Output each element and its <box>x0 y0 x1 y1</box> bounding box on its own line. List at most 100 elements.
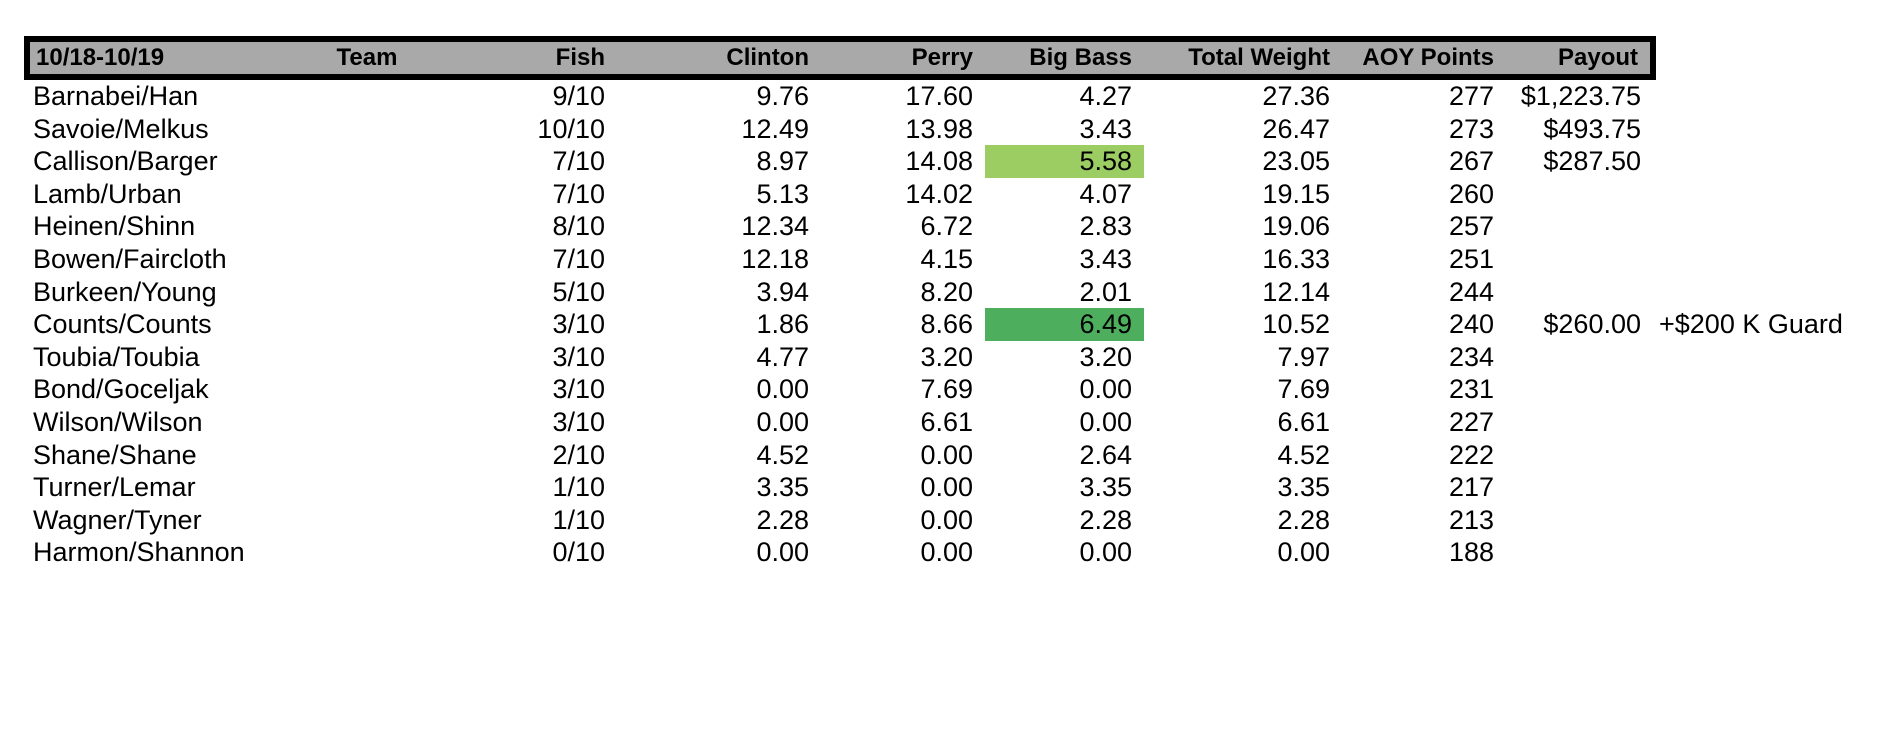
big-bass-cell: 3.20 <box>1079 341 1132 372</box>
team-name-cell: Toubia/Toubia <box>33 341 200 372</box>
team-name-cell: Wilson/Wilson <box>33 406 203 437</box>
payout-cell <box>1506 373 1653 406</box>
header-date-range: 10/18-10/19 <box>24 36 251 80</box>
big-bass-cell: 2.28 <box>1079 504 1132 535</box>
team-name-cell: Shane/Shane <box>33 439 197 470</box>
team-name-cell: Lamb/Urban <box>33 178 182 209</box>
perry-weight-cell: 0.00 <box>920 439 973 470</box>
aoy-points-cell: 227 <box>1448 406 1494 437</box>
payout-cell <box>1506 471 1653 504</box>
clinton-weight-cell: 12.34 <box>741 211 809 242</box>
team-name-cell: Bond/Goceljak <box>33 374 209 405</box>
team-name-cell: Heinen/Shinn <box>33 211 196 242</box>
fish-cell: 7/10 <box>552 146 605 177</box>
total-weight-cell: 10.52 <box>1262 309 1330 340</box>
big-bass-cell: 2.64 <box>1079 439 1132 470</box>
fish-cell: 3/10 <box>552 309 605 340</box>
header-team: Team <box>251 36 483 80</box>
total-weight-cell: 7.69 <box>1277 374 1330 405</box>
payout-cell: $493.75 <box>1543 113 1641 144</box>
team-row: Shane/Shane 2/10 4.52 0.00 2.64 4.52 222 <box>27 439 1878 472</box>
total-weight-cell: 12.14 <box>1262 276 1330 307</box>
fish-cell: 3/10 <box>552 341 605 372</box>
payout-cell <box>1506 243 1653 276</box>
fish-cell: 7/10 <box>552 178 605 209</box>
kguard-note-cell <box>1653 406 1878 439</box>
total-weight-cell: 4.52 <box>1277 439 1330 470</box>
total-weight-cell: 6.61 <box>1277 406 1330 437</box>
big-bass-cell: 3.43 <box>1079 113 1132 144</box>
total-weight-cell: 7.97 <box>1277 341 1330 372</box>
perry-weight-cell: 8.20 <box>920 276 973 307</box>
clinton-weight-cell: 3.35 <box>756 472 809 503</box>
perry-weight-cell: 14.02 <box>905 178 973 209</box>
clinton-weight-cell: 9.76 <box>756 81 809 111</box>
total-weight-cell: 19.15 <box>1262 178 1330 209</box>
header-clinton: Clinton <box>617 36 821 80</box>
payout-cell: $260.00 <box>1543 309 1641 340</box>
team-name-cell: Barnabei/Han <box>33 81 199 111</box>
clinton-weight-cell: 3.94 <box>756 276 809 307</box>
clinton-weight-cell: 1.86 <box>756 309 809 340</box>
team-row: Lamb/Urban 7/10 5.13 14.02 4.07 19.15 26… <box>27 178 1878 211</box>
team-row: Turner/Lemar 1/10 3.35 0.00 3.35 3.35 21… <box>27 471 1878 504</box>
fish-cell: 1/10 <box>552 504 605 535</box>
aoy-points-cell: 260 <box>1448 178 1494 209</box>
kguard-note-cell <box>1653 113 1878 146</box>
perry-weight-cell: 3.20 <box>920 341 973 372</box>
big-bass-cell: 0.00 <box>1079 537 1132 568</box>
team-row: Callison/Barger 7/10 8.97 14.08 5.58 23.… <box>27 145 1878 178</box>
kguard-note-cell <box>1653 276 1878 309</box>
fish-cell: 8/10 <box>552 211 605 242</box>
payout-cell <box>1506 276 1653 309</box>
results-body: Barnabei/Han 9/10 9.76 17.60 4.27 27.36 … <box>27 77 1878 569</box>
total-weight-cell: 23.05 <box>1262 146 1330 177</box>
perry-weight-cell: 17.60 <box>905 81 973 111</box>
total-weight-cell: 19.06 <box>1262 211 1330 242</box>
clinton-weight-cell: 5.13 <box>756 178 809 209</box>
kguard-note-cell <box>1653 471 1878 504</box>
aoy-points-cell: 273 <box>1448 113 1494 144</box>
team-row: Savoie/Melkus 10/10 12.49 13.98 3.43 26.… <box>27 113 1878 146</box>
fish-cell: 5/10 <box>552 276 605 307</box>
team-name-cell: Counts/Counts <box>33 309 212 340</box>
header-big-bass: Big Bass <box>985 36 1144 80</box>
clinton-weight-cell: 2.28 <box>756 504 809 535</box>
big-bass-cell: 6.49 <box>985 308 1144 341</box>
perry-weight-cell: 7.69 <box>920 374 973 405</box>
kguard-note-cell <box>1653 210 1878 243</box>
team-row: Toubia/Toubia 3/10 4.77 3.20 3.20 7.97 2… <box>27 341 1878 374</box>
team-row: Burkeen/Young 5/10 3.94 8.20 2.01 12.14 … <box>27 276 1878 309</box>
big-bass-cell: 4.27 <box>1079 81 1132 111</box>
perry-weight-cell: 14.08 <box>905 146 973 177</box>
perry-weight-cell: 0.00 <box>920 504 973 535</box>
perry-weight-cell: 13.98 <box>905 113 973 144</box>
team-name-cell: Savoie/Melkus <box>33 113 209 144</box>
header-fish: Fish <box>483 36 617 80</box>
team-name-cell: Callison/Barger <box>33 146 218 177</box>
aoy-points-cell: 234 <box>1448 341 1494 372</box>
kguard-note-cell <box>1653 536 1878 569</box>
team-name-cell: Harmon/Shannon <box>33 537 245 568</box>
aoy-points-cell: 251 <box>1448 243 1494 274</box>
aoy-points-cell: 217 <box>1448 472 1494 503</box>
team-name-cell: Turner/Lemar <box>33 472 196 503</box>
team-row: Heinen/Shinn 8/10 12.34 6.72 2.83 19.06 … <box>27 210 1878 243</box>
payout-cell <box>1506 439 1653 472</box>
total-weight-cell: 2.28 <box>1277 504 1330 535</box>
clinton-weight-cell: 12.49 <box>741 113 809 144</box>
aoy-points-cell: 222 <box>1448 439 1494 470</box>
clinton-weight-cell: 4.52 <box>756 439 809 470</box>
fish-cell: 3/10 <box>552 406 605 437</box>
team-name-cell: Burkeen/Young <box>33 276 217 307</box>
aoy-points-cell: 231 <box>1448 374 1494 405</box>
kguard-note-cell <box>1653 243 1878 276</box>
big-bass-cell: 0.00 <box>1079 374 1132 405</box>
team-row: Harmon/Shannon 0/10 0.00 0.00 0.00 0.00 … <box>27 536 1878 569</box>
fish-cell: 0/10 <box>552 537 605 568</box>
fish-cell: 3/10 <box>552 374 605 405</box>
perry-weight-cell: 8.66 <box>920 309 973 340</box>
team-name-cell: Wagner/Tyner <box>33 504 202 535</box>
header-spacer <box>1653 39 1878 77</box>
aoy-points-cell: 240 <box>1448 309 1494 340</box>
